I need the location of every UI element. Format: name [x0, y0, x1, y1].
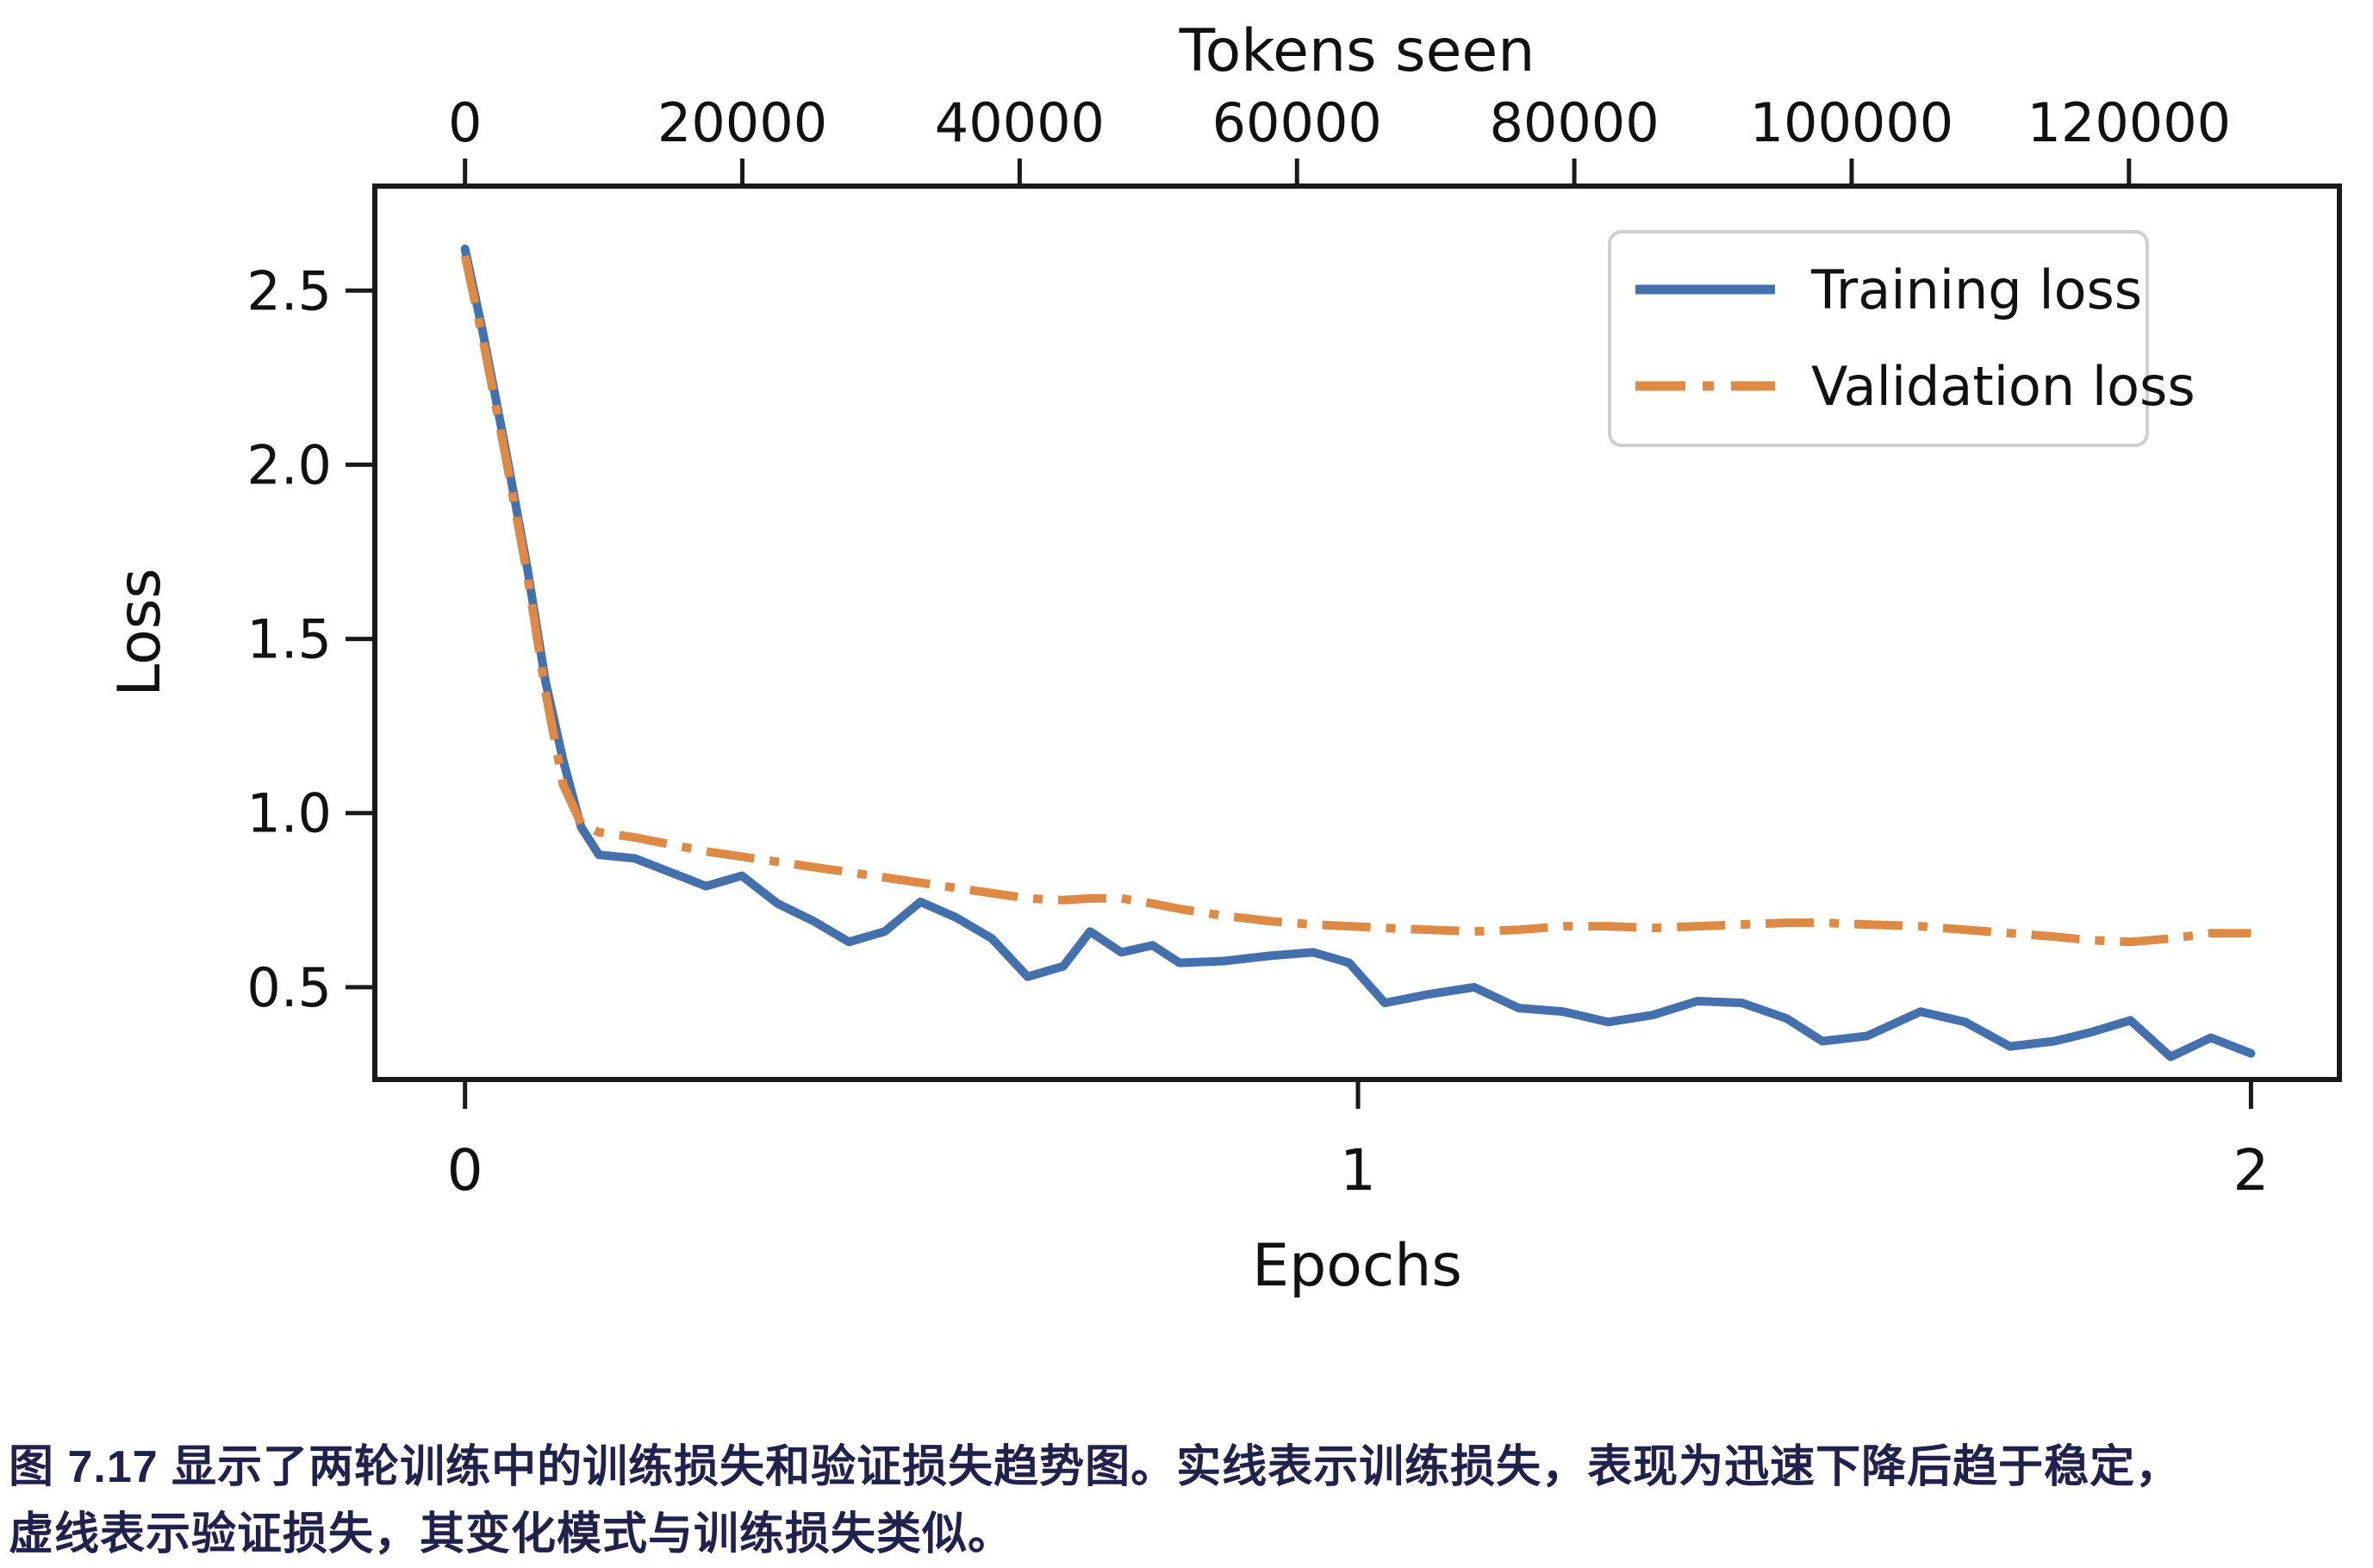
bottom-tick-label: 2: [2233, 1137, 2269, 1204]
y-tick-label: 2.5: [246, 259, 332, 322]
top-tick-label: 20000: [657, 91, 827, 154]
figure-caption: 图 7.17 显示了两轮训练中的训练损失和验证损失趋势图。实线表示训练损失，表现…: [9, 1434, 2370, 1568]
y-tick-label: 1.0: [246, 782, 332, 845]
plot-frame: [372, 184, 2342, 1082]
y-axis-title: Loss: [106, 568, 174, 696]
y-tick-label: 1.5: [246, 608, 332, 671]
top-tick-label: 40000: [935, 91, 1105, 154]
bottom-tick-label: 0: [447, 1137, 483, 1204]
caption-line-2: 虚线表示验证损失，其变化模式与训练损失类似。: [9, 1509, 1014, 1559]
validation-loss-line: [460, 254, 2252, 947]
top-tick-label: 120000: [2027, 91, 2231, 154]
x-axis-title: Epochs: [1252, 1232, 1462, 1300]
caption-line-1: 图 7.17 显示了两轮训练中的训练损失和验证损失趋势图。实线表示训练损失，表现…: [9, 1442, 2182, 1492]
loss-chart-canvas: 0 20000 40000 60000 80000 100000 120000 0 1 2 0.5 1…: [106, 17, 2342, 1300]
y-tick-label: 0.5: [246, 956, 332, 1019]
legend: Training loss Validation loss: [1608, 230, 2195, 447]
top-tick-label: 60000: [1212, 91, 1382, 154]
bottom-tick-label: 1: [1340, 1137, 1376, 1204]
top-tick-label: 80000: [1489, 91, 1659, 154]
legend-training-label: Training loss: [1810, 258, 2142, 321]
legend-validation-label: Validation loss: [1811, 355, 2195, 418]
top-axis-title: Tokens seen: [1179, 17, 1535, 85]
top-tick-label: 100000: [1750, 91, 1954, 154]
y-tick-label: 2.0: [246, 433, 332, 496]
top-tick-label: 0: [448, 91, 482, 154]
training-loss-line: [460, 244, 2256, 1061]
